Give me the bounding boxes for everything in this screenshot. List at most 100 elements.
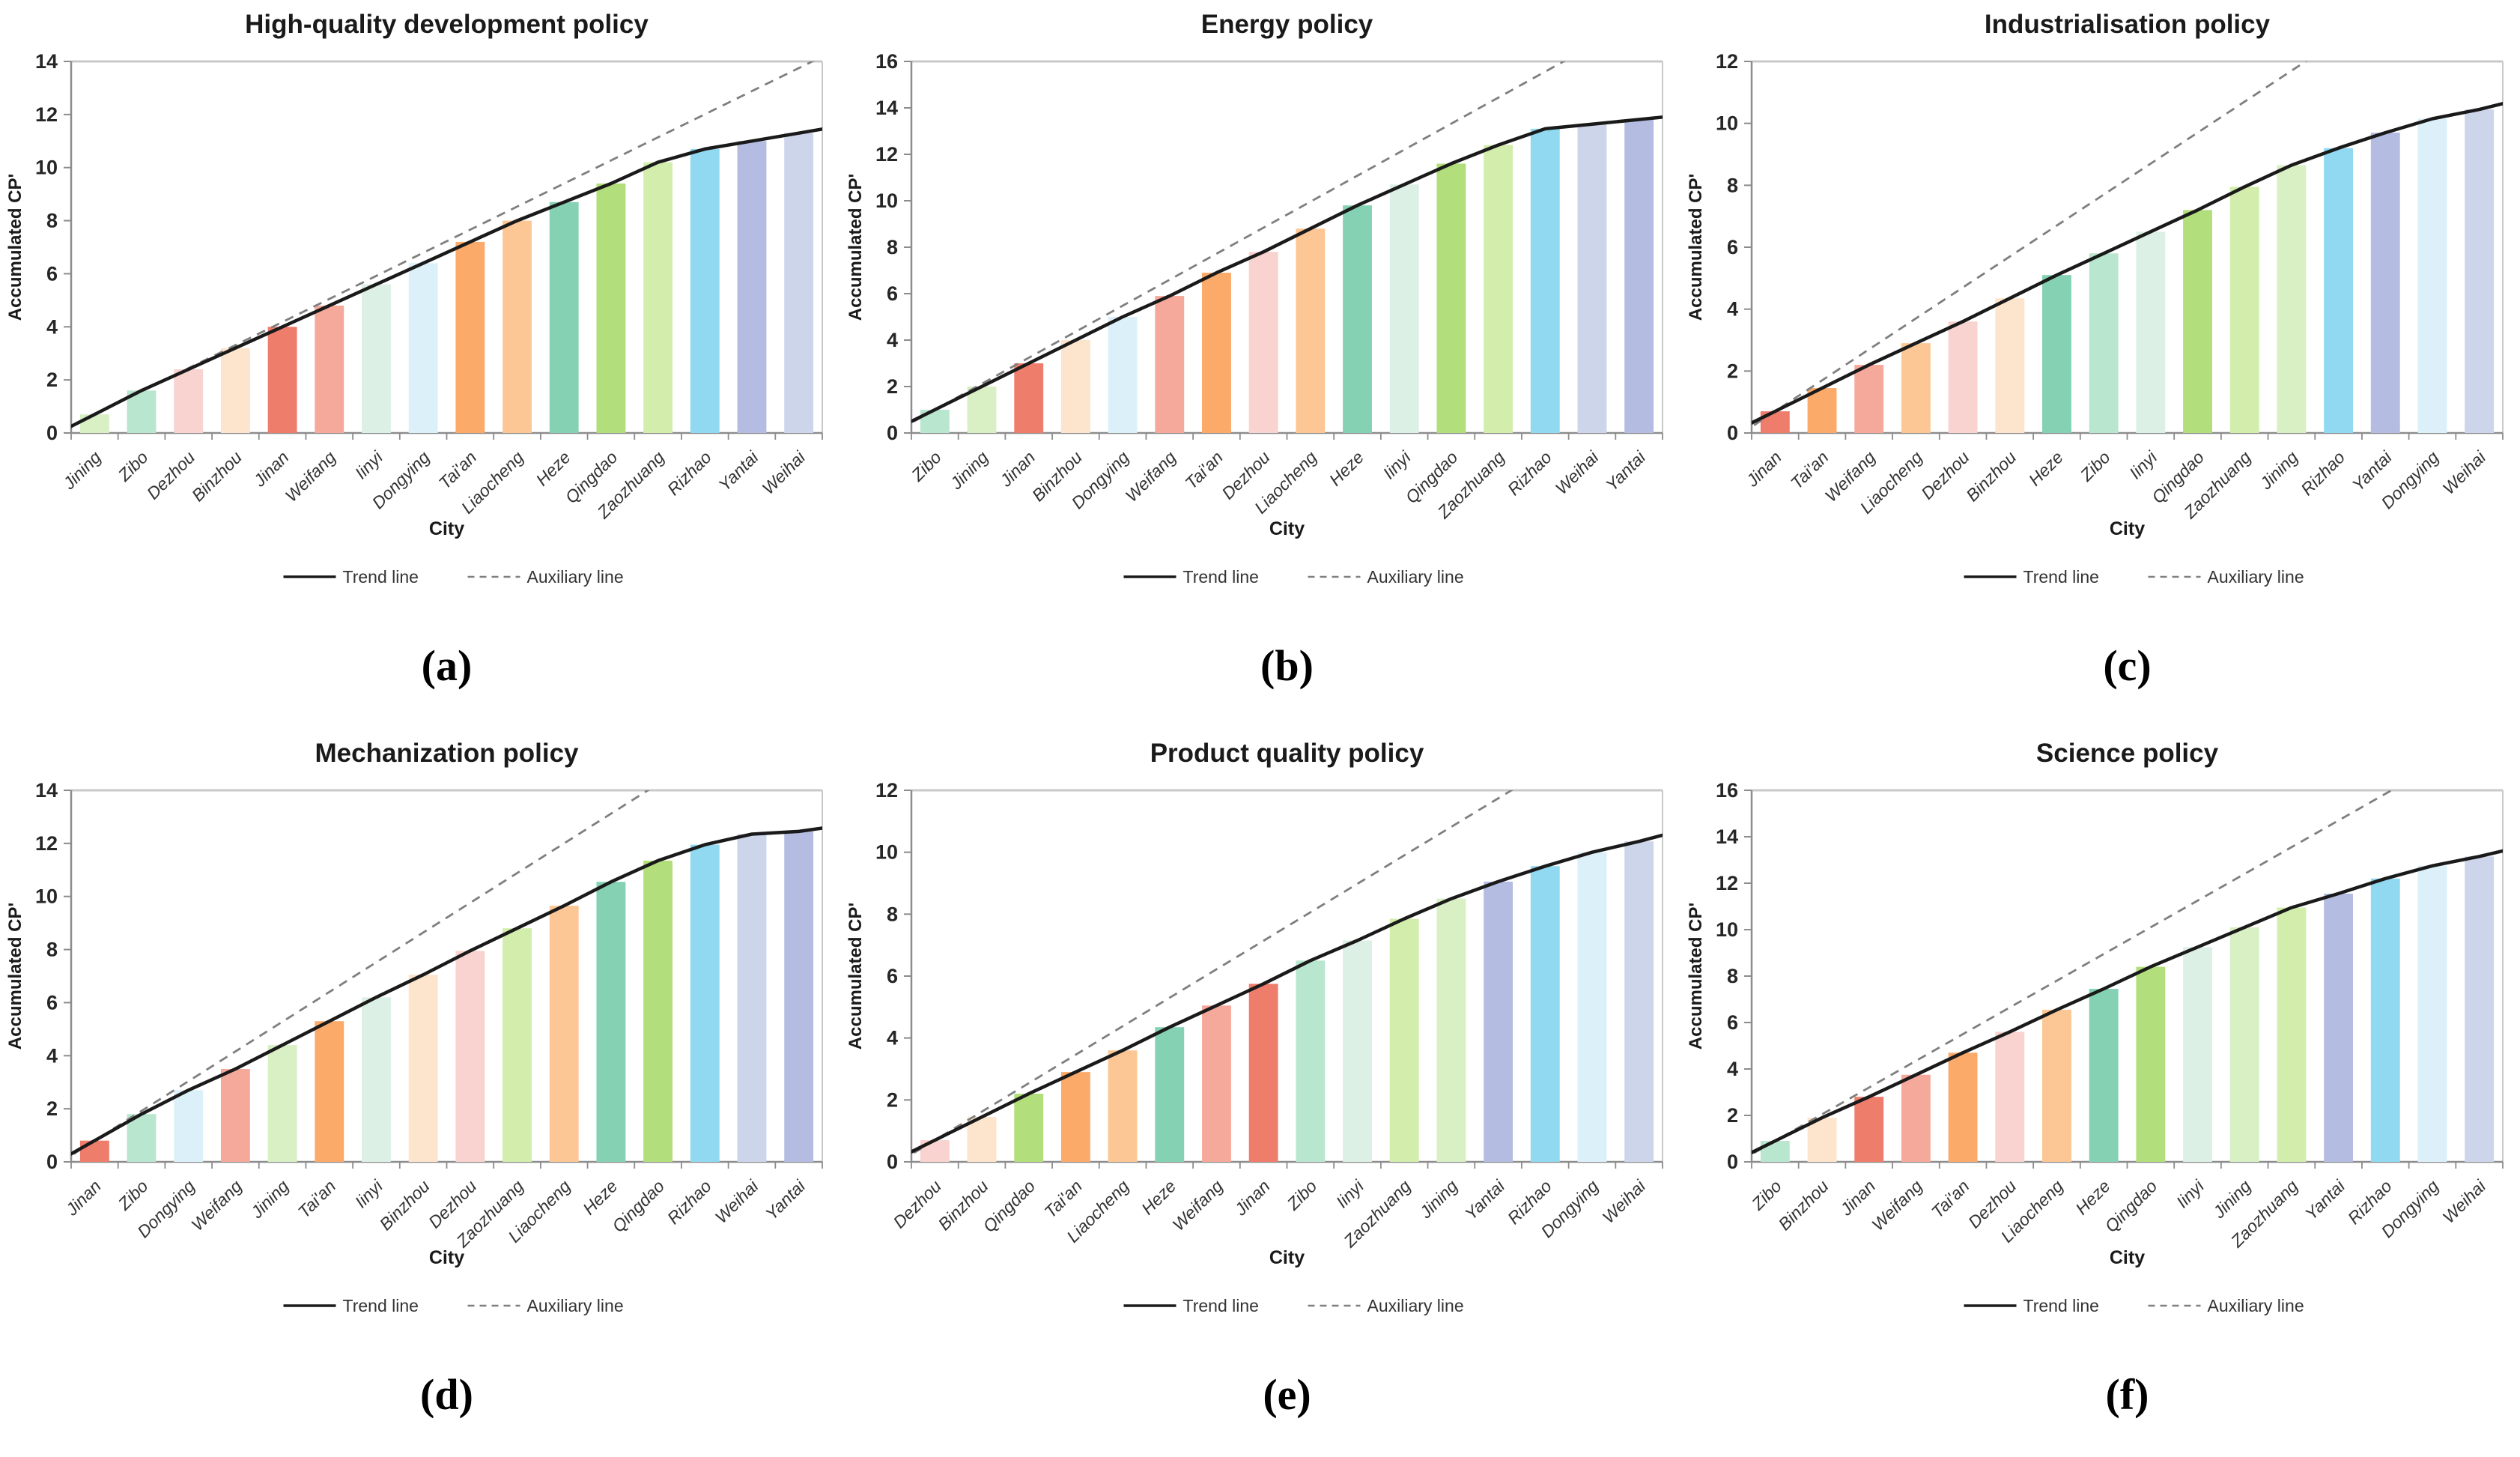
trend-line [71,127,822,428]
x-category-label: Weifang [1868,1176,1926,1235]
bar-liaocheng [549,906,579,1162]
chart-panel-c: Industrialisation policy 0 2 4 6 8 10 12 Jinan Ta… [1680,0,2520,728]
x-category-label: Zibo [907,447,945,485]
x-category-label: Heze [2071,1176,2113,1218]
x-category-label: Iinyi [1379,447,1415,483]
bar-taian [1202,273,1231,433]
bar-weifang [1901,1074,1931,1162]
y-axis-title: Accumulated CP' [845,903,866,1049]
y-tick-label: 12 [35,832,58,855]
bar-dongying [1108,317,1138,433]
x-category-label: Jinan [1836,1176,1879,1220]
bar-qingdao [2183,210,2212,433]
y-tick-label: 10 [875,841,898,864]
y-tick-label: 12 [35,103,58,126]
y-tick-label: 12 [1716,872,1738,894]
bar-iinyi [1389,184,1419,434]
y-tick-label: 14 [35,779,58,802]
bar-zaozhuang [503,928,532,1162]
x-axis-title: City [429,518,464,539]
chart-panel-f: Science policy 0 2 4 6 8 10 12 14 16 Zibo Binzhou Ji… [1680,729,2520,1457]
x-category-label: Rizhao [664,1176,715,1228]
bar-jining [967,387,997,433]
x-category-label: Binzhou [188,447,246,505]
bar-qingdao [1014,1094,1044,1162]
bar-liaocheng [503,220,532,433]
bar-binzhou [408,975,438,1162]
bar-zibo [1296,960,1326,1162]
x-category-label: Weihai [2438,1176,2489,1227]
bar-liaocheng [1901,343,1931,433]
bar-iinyi [362,284,391,433]
bar-weihai [784,133,814,433]
trend-line [911,115,1663,423]
x-category-label: Tai'an [435,447,481,493]
y-tick-label: 4 [46,315,58,338]
chart-panel-d: Mechanization policy 0 2 4 6 8 10 12 14 Jinan Zibo… [0,729,840,1457]
bar-zibo [2089,253,2119,433]
trend-line-legend-label: Trend line [1183,567,1259,587]
y-tick-label: 10 [875,190,898,212]
y-tick-label: 0 [1727,422,1738,444]
bar-jining [79,414,109,433]
bar-binzhou [1807,1118,1837,1162]
x-category-label: Yantai [714,447,762,495]
bar-binzhou [220,348,250,433]
x-category-label: Zibo [1283,1176,1321,1214]
bar-dezhou [455,951,485,1162]
x-axis-title: City [1269,518,1305,539]
x-category-label: Tai'an [1928,1176,1973,1222]
y-tick-label: 6 [46,262,58,285]
auxiliary-line [913,790,1514,1154]
panel-letter: (c) [2103,641,2151,690]
auxiliary-line [1753,61,2308,426]
bar-taian [315,1021,344,1162]
panel-letter: (a) [422,641,473,690]
bar-zibo [127,1114,157,1162]
y-axis-title: Accumulated CP' [1686,903,1706,1049]
y-tick-label: 4 [1727,1058,1738,1080]
chart-title: Product quality policy [1150,739,1424,768]
x-category-label: Zibo [2076,447,2114,485]
bar-heze [2042,275,2071,433]
bar-weihai [1624,841,1654,1162]
y-tick-label: 12 [875,779,898,802]
auxiliary-line-legend-label: Auxiliary line [527,1296,624,1315]
bar-zaozhuang [1389,918,1419,1162]
x-category-label: Jining [946,447,992,494]
bar-heze [596,882,626,1162]
bar-jining [2277,165,2307,433]
x-category-label: Heze [579,1176,621,1218]
bar-weihai [2465,109,2495,434]
y-tick-label: 8 [46,210,58,232]
x-category-label: Yantai [762,1176,810,1224]
y-tick-label: 4 [887,329,898,351]
y-tick-label: 8 [46,939,58,961]
bar-dezhou [1995,1032,2025,1162]
bar-yantai [2324,893,2354,1162]
bar-weihai [737,834,767,1162]
x-category-label: Jining [58,447,105,494]
bar-heze [2089,989,2119,1162]
y-tick-label: 14 [35,50,58,73]
y-tick-label: 4 [887,1027,898,1049]
bar-zaozhuang [1484,145,1513,433]
panel-letter: (f) [2106,1370,2149,1419]
x-category-label: Heze [1138,1176,1179,1218]
trend-line [1752,849,2503,1155]
y-tick-label: 0 [1727,1151,1738,1173]
bar-weihai [1577,124,1607,433]
bar-rizhao [2370,878,2400,1162]
bar-weihai [2465,856,2495,1162]
bar-zibo [1760,1141,1790,1162]
bar-iinyi [1343,940,1372,1162]
bar-weifang [315,305,344,433]
y-tick-label: 10 [1716,918,1738,941]
y-tick-label: 0 [887,1151,898,1173]
x-category-label: Weihai [711,1176,762,1227]
x-category-label: Binzhou [376,1176,434,1234]
bar-qingdao [643,860,673,1162]
bar-jinan [79,1140,109,1162]
x-category-label: Rizhao [2297,447,2349,499]
